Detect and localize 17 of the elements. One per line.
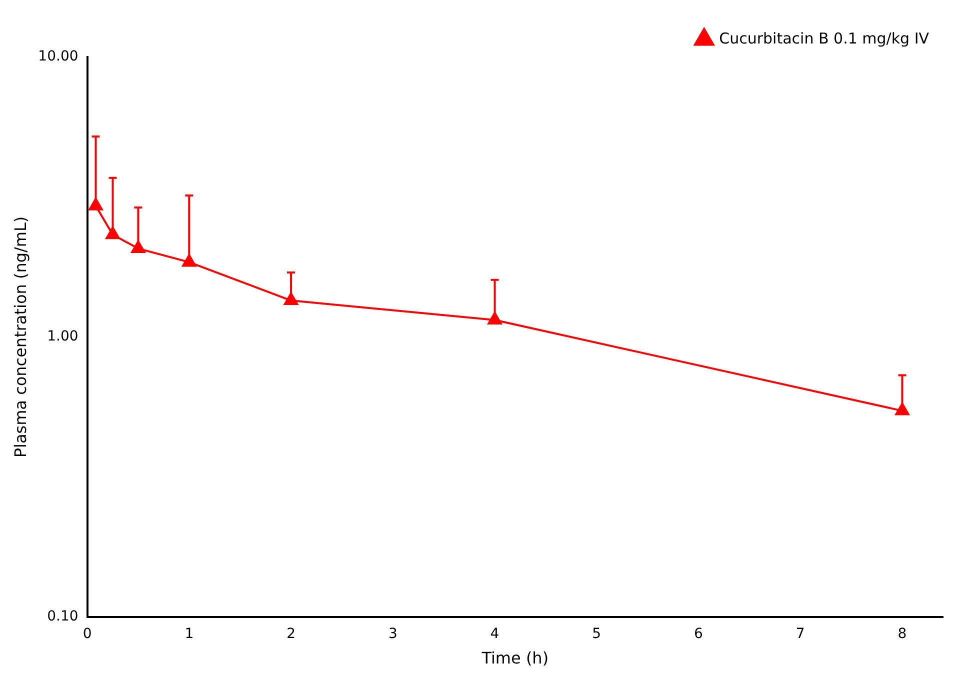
y-axis-title: Plasma concentration (ng/mL) bbox=[10, 216, 30, 458]
x-tick-label: 1 bbox=[184, 626, 194, 642]
point bbox=[895, 402, 910, 416]
x-tick-label: 5 bbox=[592, 626, 602, 642]
x-tick-label: 8 bbox=[898, 626, 907, 642]
x-tick-label: 0 bbox=[82, 626, 92, 642]
x-tick-label: 4 bbox=[490, 626, 500, 642]
legend-label: Cucurbitacin B 0.1 mg/kg IV bbox=[719, 29, 930, 48]
x-tick-label: 3 bbox=[388, 626, 398, 642]
x-tick-label: 7 bbox=[796, 626, 805, 642]
x-axis-title: Time (h) bbox=[480, 648, 549, 668]
y-tick-label: 10.00 bbox=[38, 48, 78, 65]
y-tick-label: 1.00 bbox=[47, 328, 78, 345]
point bbox=[88, 198, 103, 210]
x-tick-label: 6 bbox=[694, 626, 704, 642]
y-tick-label: 0.10 bbox=[47, 608, 78, 625]
x-tick-label: 2 bbox=[286, 626, 296, 642]
